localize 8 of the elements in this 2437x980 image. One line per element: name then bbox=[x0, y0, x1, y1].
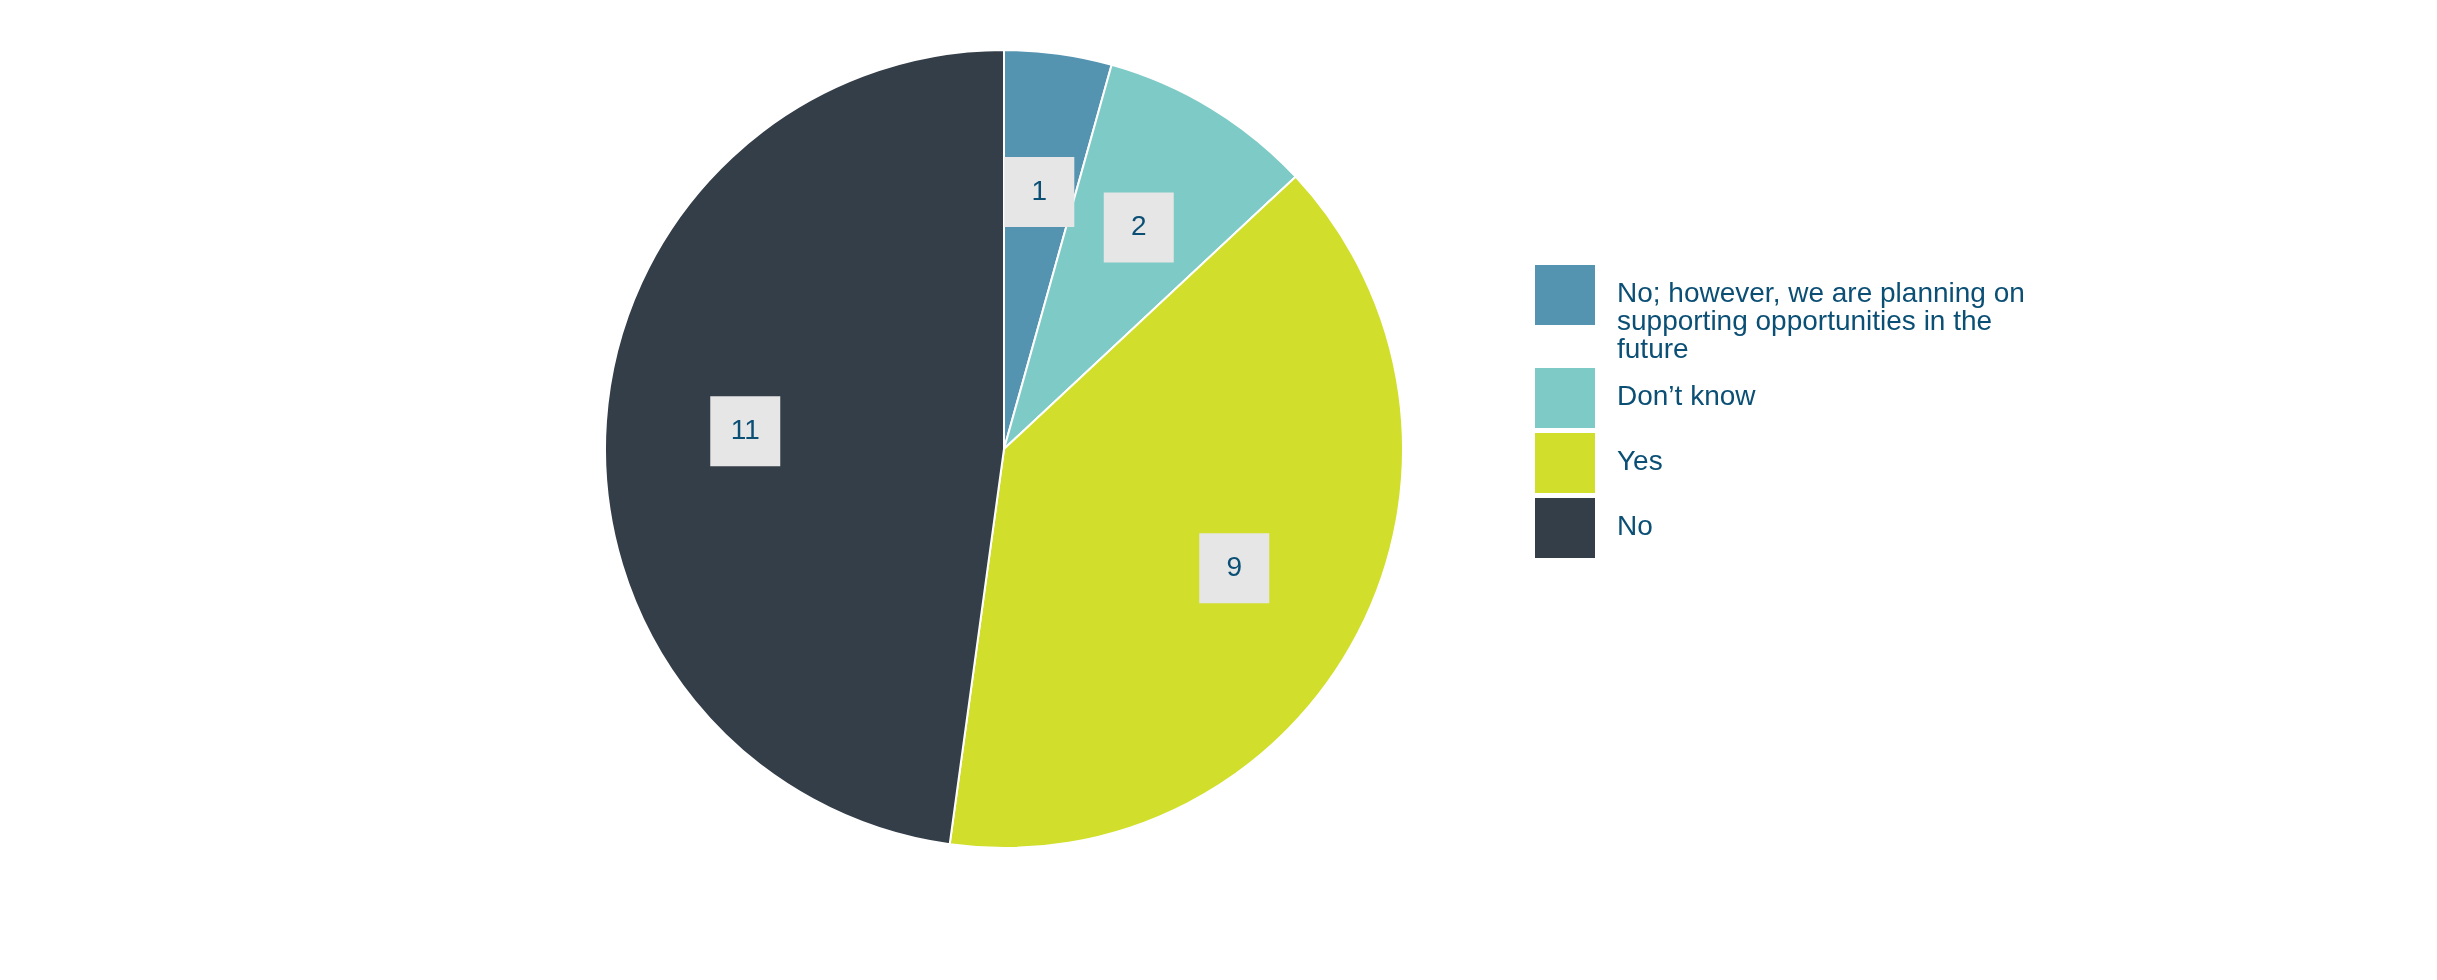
data-label: 9 bbox=[1226, 551, 1243, 583]
data-label: 2 bbox=[1130, 210, 1147, 242]
legend-label: No; however, we are planning on supporting opportunities in the future bbox=[1617, 276, 2026, 364]
legend-label: No bbox=[1617, 509, 1653, 541]
data-label: 1 bbox=[1031, 174, 1048, 206]
legend-label: Don’t know bbox=[1617, 379, 1756, 411]
data-label: 11 bbox=[730, 414, 760, 446]
legend-label: Yes bbox=[1617, 444, 1663, 476]
